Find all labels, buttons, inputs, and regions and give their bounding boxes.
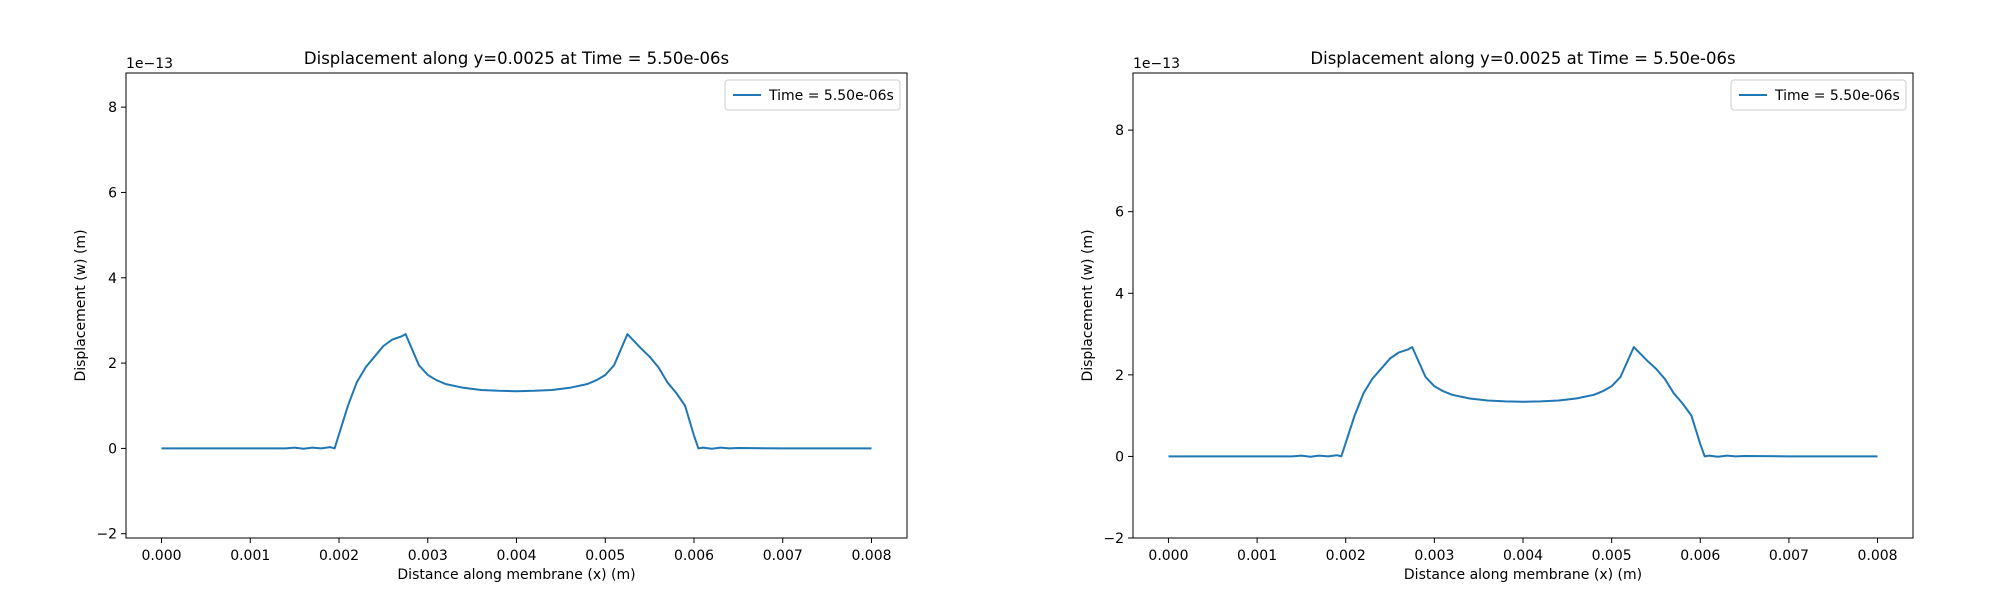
y-tick-label: 2 (108, 356, 117, 372)
x-tick-label: 0.008 (851, 548, 891, 564)
x-tick-label: 0.000 (1148, 548, 1188, 564)
x-tick-label: 0.004 (1503, 548, 1543, 564)
y-axis-label: Displacement (w) (m) (73, 229, 89, 381)
y-tick-label: 4 (108, 271, 117, 287)
x-tick-label: 0.003 (408, 548, 448, 564)
legend-box (724, 79, 901, 111)
x-tick-label: 0.000 (141, 548, 181, 564)
legend-box (1730, 79, 1907, 111)
y-axis-label: Displacement (w) (m) (1080, 229, 1096, 381)
x-tick-label: 0.005 (1592, 548, 1632, 564)
plot-frame (125, 72, 908, 539)
x-tick-label: 0.006 (1680, 548, 1720, 564)
y-tick-label: 6 (1115, 205, 1124, 221)
y-scale-label: 1e−13 (126, 56, 173, 72)
x-tick-label: 0.002 (1326, 548, 1366, 564)
x-tick-label: 0.001 (230, 548, 270, 564)
x-axis-label: Distance along membrane (x) (m) (397, 567, 635, 583)
chart-1: Displacement along y=0.0025 at Time = 5.… (73, 49, 908, 583)
y-tick-label: 0 (1115, 449, 1124, 465)
y-tick-label: −2 (96, 527, 117, 543)
x-tick-label: 0.006 (674, 548, 714, 564)
legend-label: Time = 5.50e-06s (1774, 88, 1900, 104)
x-tick-label: 0.002 (319, 548, 359, 564)
y-tick-label: 6 (108, 185, 117, 201)
series-line (161, 333, 872, 450)
x-tick-label: 0.004 (496, 548, 536, 564)
y-scale-label: 1e−13 (1133, 56, 1180, 72)
y-tick-label: 8 (1115, 123, 1124, 139)
x-tick-label: 0.005 (585, 548, 625, 564)
plot-frame (1132, 72, 1914, 539)
x-tick-label: 0.008 (1857, 548, 1897, 564)
chart-title: Displacement along y=0.0025 at Time = 5.… (1310, 49, 1735, 68)
legend: Time = 5.50e-06s (724, 79, 901, 111)
x-axis-label: Distance along membrane (x) (m) (1404, 567, 1642, 583)
y-tick-label: 8 (108, 100, 117, 116)
x-tick-label: 0.007 (1769, 548, 1809, 564)
y-tick-label: 4 (1115, 286, 1124, 302)
y-tick-label: 2 (1115, 368, 1124, 384)
legend: Time = 5.50e-06s (1730, 79, 1907, 111)
series-line (1168, 346, 1878, 458)
x-tick-label: 0.001 (1237, 548, 1277, 564)
y-tick-label: 0 (108, 441, 117, 457)
y-tick-label: −2 (1103, 531, 1124, 547)
chart-2: Displacement along y=0.0025 at Time = 5.… (1080, 49, 1914, 583)
legend-label: Time = 5.50e-06s (768, 88, 894, 104)
x-tick-label: 0.003 (1414, 548, 1454, 564)
chart-title: Displacement along y=0.0025 at Time = 5.… (304, 49, 729, 68)
x-tick-label: 0.007 (763, 548, 803, 564)
